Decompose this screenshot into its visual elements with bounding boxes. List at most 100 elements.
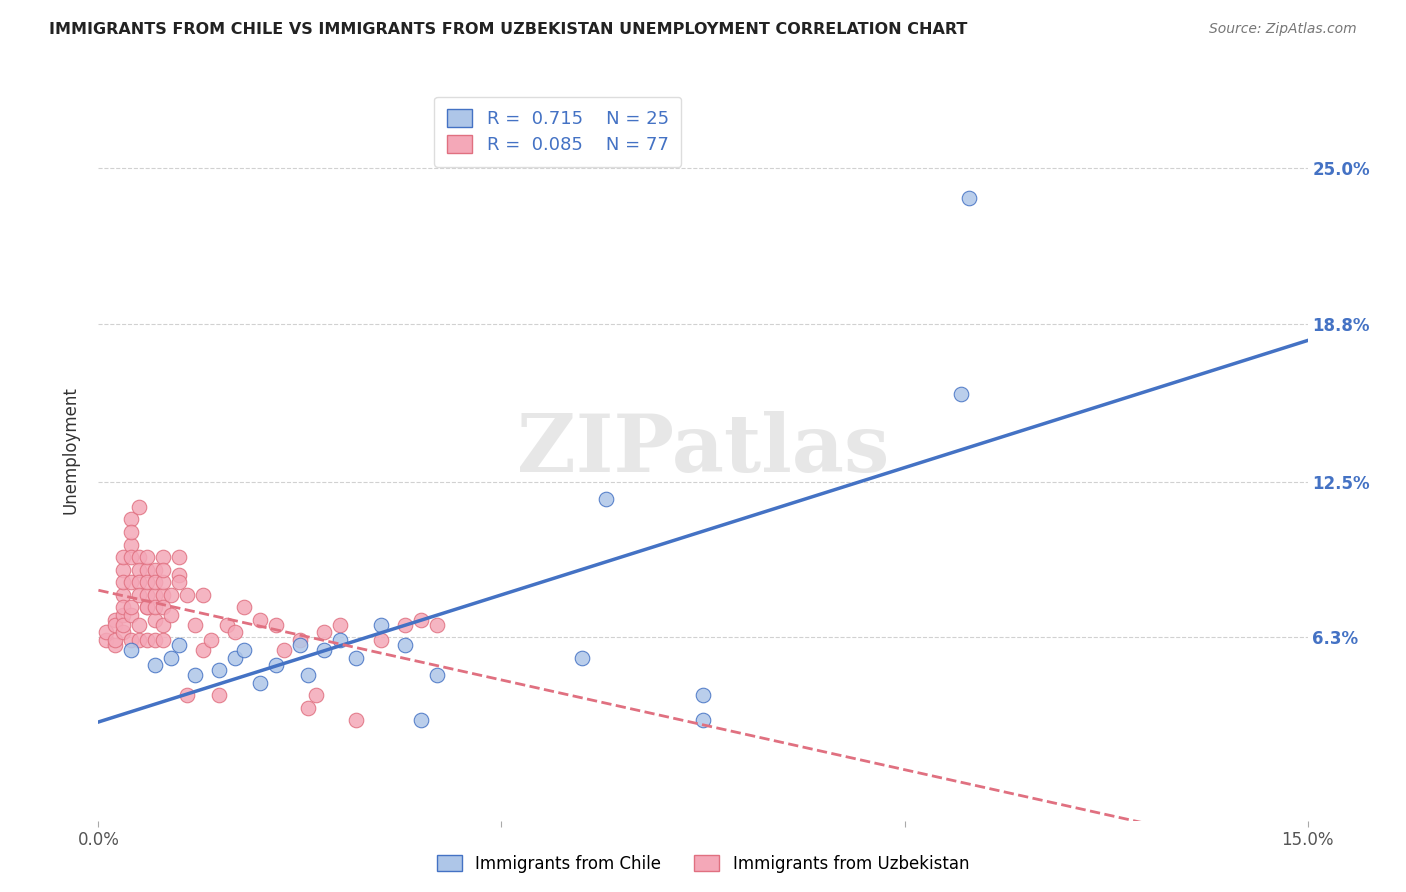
Point: [111, 625, 134, 640]
Point: [143, 658, 166, 673]
Point: [167, 550, 190, 565]
Point: [297, 700, 319, 714]
Point: [111, 550, 134, 565]
Point: [692, 688, 714, 702]
Point: [111, 600, 134, 615]
Point: [143, 563, 166, 577]
Point: [143, 600, 166, 615]
Point: [305, 688, 328, 702]
Point: [167, 638, 190, 652]
Point: [297, 668, 319, 682]
Point: [314, 625, 336, 640]
Point: [111, 607, 134, 622]
Point: [152, 618, 174, 632]
Point: [120, 538, 142, 552]
Point: [103, 632, 125, 647]
Point: [128, 618, 150, 632]
Point: [344, 650, 367, 665]
Point: [160, 650, 183, 665]
Point: [208, 688, 231, 702]
Point: [135, 575, 157, 590]
Point: [152, 575, 174, 590]
Point: [152, 550, 174, 565]
Point: [264, 618, 287, 632]
Point: [128, 575, 150, 590]
Point: [208, 663, 231, 677]
Point: [193, 643, 215, 657]
Point: [344, 713, 367, 727]
Point: [135, 600, 157, 615]
Point: [135, 563, 157, 577]
Point: [329, 632, 352, 647]
Point: [957, 191, 980, 205]
Point: [426, 668, 449, 682]
Point: [120, 607, 142, 622]
Point: [128, 588, 150, 602]
Point: [128, 500, 150, 514]
Point: [111, 575, 134, 590]
Point: [232, 643, 254, 657]
Point: [167, 575, 190, 590]
Point: [176, 688, 198, 702]
Point: [111, 588, 134, 602]
Point: [193, 588, 215, 602]
Point: [224, 625, 246, 640]
Point: [135, 588, 157, 602]
Point: [184, 668, 207, 682]
Point: [409, 613, 432, 627]
Point: [571, 650, 593, 665]
Point: [176, 588, 198, 602]
Point: [949, 387, 972, 401]
Text: ZIPatlas: ZIPatlas: [517, 411, 889, 490]
Point: [224, 650, 246, 665]
Point: [288, 638, 311, 652]
Point: [120, 632, 142, 647]
Point: [120, 512, 142, 526]
Point: [370, 632, 392, 647]
Point: [426, 618, 449, 632]
Point: [394, 638, 416, 652]
Point: [273, 643, 295, 657]
Point: [143, 632, 166, 647]
Point: [152, 563, 174, 577]
Point: [135, 600, 157, 615]
Point: [152, 600, 174, 615]
Point: [249, 613, 271, 627]
Legend: R =  0.715    N = 25, R =  0.085    N = 77: R = 0.715 N = 25, R = 0.085 N = 77: [434, 96, 682, 167]
Point: [152, 588, 174, 602]
Point: [394, 618, 416, 632]
Point: [143, 575, 166, 590]
Point: [200, 632, 222, 647]
Point: [103, 618, 125, 632]
Point: [128, 563, 150, 577]
Point: [595, 492, 617, 507]
Point: [264, 658, 287, 673]
Point: [249, 675, 271, 690]
Point: [111, 563, 134, 577]
Point: [120, 550, 142, 565]
Point: [111, 618, 134, 632]
Point: [288, 632, 311, 647]
Point: [184, 618, 207, 632]
Point: [103, 613, 125, 627]
Point: [120, 600, 142, 615]
Point: [120, 643, 142, 657]
Point: [692, 713, 714, 727]
Point: [232, 600, 254, 615]
Point: [128, 550, 150, 565]
Point: [167, 567, 190, 582]
Point: [314, 643, 336, 657]
Point: [128, 632, 150, 647]
Point: [96, 625, 118, 640]
Point: [96, 632, 118, 647]
Legend: Immigrants from Chile, Immigrants from Uzbekistan: Immigrants from Chile, Immigrants from U…: [430, 848, 976, 880]
Point: [135, 550, 157, 565]
Y-axis label: Unemployment: Unemployment: [62, 386, 80, 515]
Point: [160, 607, 183, 622]
Point: [370, 618, 392, 632]
Point: [103, 638, 125, 652]
Point: [409, 713, 432, 727]
Point: [135, 632, 157, 647]
Point: [120, 524, 142, 539]
Point: [329, 618, 352, 632]
